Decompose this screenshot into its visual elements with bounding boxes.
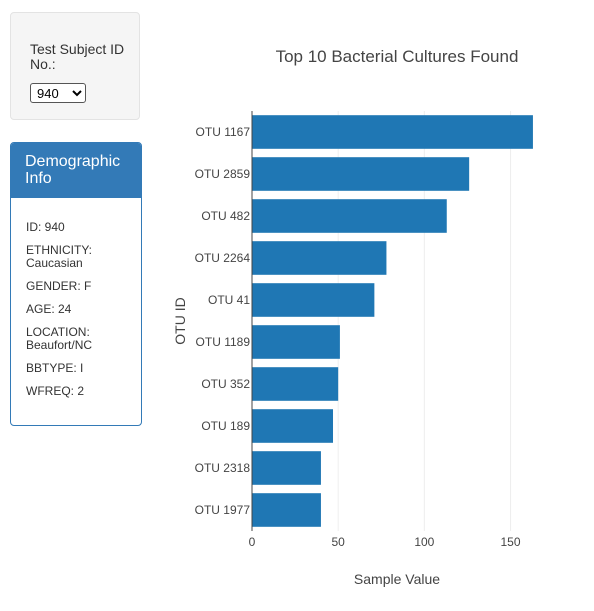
bar[interactable] xyxy=(252,451,321,485)
demographic-ethnicity: ETHNICITY: Caucasian xyxy=(26,243,93,270)
subject-id-select[interactable]: 940 xyxy=(30,83,86,103)
y-tick-label: OTU 189 xyxy=(201,419,250,433)
y-axis-label: OTU ID xyxy=(172,297,188,344)
bar[interactable] xyxy=(252,199,447,233)
bar[interactable] xyxy=(252,157,470,191)
x-tick-label: 100 xyxy=(414,535,434,549)
demographic-panel-title: Demographic Info xyxy=(11,143,141,198)
bar-chart: Top 10 Bacterial Cultures Found OTU 1167… xyxy=(150,0,594,606)
demographic-gender: GENDER: F xyxy=(26,279,92,293)
demographic-panel: Demographic Info ID: 940 ETHNICITY: Cauc… xyxy=(10,142,142,426)
x-tick-label: 0 xyxy=(249,535,256,549)
chart-title: Top 10 Bacterial Cultures Found xyxy=(276,47,519,66)
bar-layer xyxy=(252,115,533,527)
y-tick-label: OTU 1977 xyxy=(195,503,251,517)
bar[interactable] xyxy=(252,241,387,275)
y-tick-label: OTU 1167 xyxy=(196,125,251,139)
subject-selector-label: Test Subject ID No.: xyxy=(30,41,125,72)
demographic-wfreq: WFREQ: 2 xyxy=(26,384,85,398)
y-tick-layer: OTU 1167 OTU 2859 OTU 482 OTU 2264 OTU 41 OTU… xyxy=(195,125,251,517)
demographic-bbtype: BBTYPE: I xyxy=(26,361,84,375)
bar[interactable] xyxy=(252,115,533,149)
demographic-age: AGE: 24 xyxy=(26,302,72,316)
demographic-location: LOCATION: Beaufort/NC xyxy=(26,325,93,352)
y-tick-label: OTU 2318 xyxy=(195,461,251,475)
y-tick-label: OTU 41 xyxy=(208,293,250,307)
y-tick-label: OTU 1189 xyxy=(196,335,251,349)
x-tick-label: 50 xyxy=(331,535,345,549)
demographic-panel-body: ID: 940 ETHNICITY: Caucasian GENDER: F A… xyxy=(11,198,141,398)
y-tick-label: OTU 352 xyxy=(201,377,250,391)
bar-chart-svg: Top 10 Bacterial Cultures Found OTU 1167… xyxy=(172,47,533,587)
y-tick-label: OTU 482 xyxy=(201,209,250,223)
subject-selector-well: Test Subject ID No.: 940 xyxy=(10,12,140,120)
y-tick-label: OTU 2859 xyxy=(195,167,251,181)
y-tick-label: OTU 2264 xyxy=(195,251,251,265)
bar[interactable] xyxy=(252,367,339,401)
bar[interactable] xyxy=(252,283,375,317)
x-axis-label: Sample Value xyxy=(354,571,440,587)
x-tick-layer: 0 50 100 150 xyxy=(249,535,521,549)
bar[interactable] xyxy=(252,409,334,443)
bar[interactable] xyxy=(252,325,340,359)
x-tick-label: 150 xyxy=(501,535,521,549)
bar[interactable] xyxy=(252,493,321,527)
demographic-id: ID: 940 xyxy=(26,220,65,234)
